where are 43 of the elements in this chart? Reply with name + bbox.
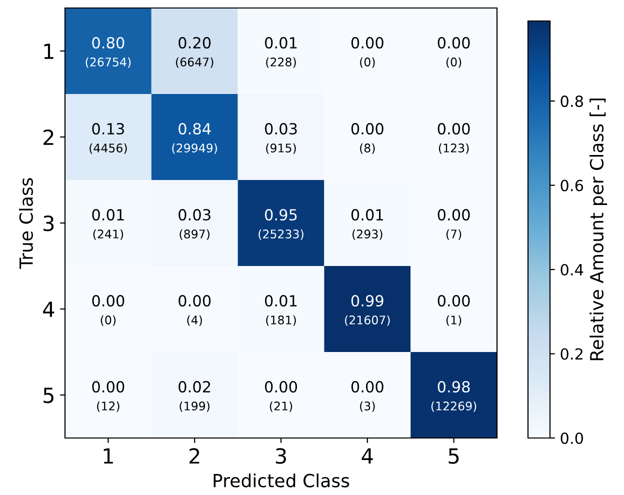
data-label: 0.03 (915) bbox=[265, 122, 297, 154]
data-label: 0.00 (21) bbox=[265, 380, 297, 412]
data-label: 0.95 (25233) bbox=[258, 208, 304, 240]
y-tick-label: 1 bbox=[44, 44, 54, 59]
data-label: 0.02 (199) bbox=[178, 380, 210, 412]
x-tick-label: 5 bbox=[448, 448, 459, 464]
data-label: 0.98 (12269) bbox=[431, 380, 476, 412]
data-label: 0.20 (6647) bbox=[176, 36, 214, 68]
data-label: 0.01 (181) bbox=[265, 294, 297, 326]
x-tick-label: 1 bbox=[104, 448, 113, 464]
data-label: 0.03 (897) bbox=[178, 208, 210, 240]
color-bar-label: 0.4 bbox=[560, 264, 584, 276]
y-tick-label: 3 bbox=[44, 215, 54, 232]
color-bar-label: 0.2 bbox=[560, 348, 582, 360]
data-label: 0.01 (293) bbox=[351, 208, 383, 240]
x-tick-label: 4 bbox=[362, 448, 373, 464]
x-tick-label: 2 bbox=[190, 448, 200, 464]
color-bar-title: Relative Amount per Class [-] bbox=[590, 98, 608, 360]
data-label: 0.00 (0) bbox=[438, 36, 470, 68]
y-tick-label: 2 bbox=[44, 129, 54, 145]
x-tick-label: 3 bbox=[276, 448, 286, 464]
color-bar-label: 0.0 bbox=[560, 432, 584, 444]
data-label: 0.00 (12) bbox=[92, 380, 124, 412]
y-tick-label: 4 bbox=[43, 302, 54, 317]
data-label: 0.80 (26754) bbox=[86, 36, 131, 68]
data-label: 0.01 (228) bbox=[265, 36, 297, 68]
color-bar-label: 0.8 bbox=[560, 95, 583, 108]
data-label: 0.13 (4456) bbox=[90, 122, 127, 154]
x-axis-title: Predicted Class bbox=[214, 473, 350, 488]
data-label: 0.00 (0) bbox=[351, 36, 384, 68]
y-axis-title: True Class bbox=[18, 178, 33, 269]
data-label: 0.84 (29949) bbox=[172, 122, 217, 154]
color-bar-label: 0.6 bbox=[560, 180, 584, 192]
data-label: 0.01 (241) bbox=[92, 208, 124, 240]
y-tick-label: 5 bbox=[44, 388, 54, 404]
data-label: 0.00 (123) bbox=[438, 122, 470, 154]
data-label: 0.00 (8) bbox=[351, 122, 384, 154]
data-label: 0.00 (0) bbox=[92, 294, 124, 326]
data-label: 0.00 (1) bbox=[438, 294, 470, 326]
data-label: 0.00 (3) bbox=[351, 380, 384, 412]
data-label: 0.00 (7) bbox=[438, 208, 470, 240]
data-label: 0.99 (21607) bbox=[345, 294, 390, 326]
data-label: 0.00 (4) bbox=[178, 294, 211, 326]
